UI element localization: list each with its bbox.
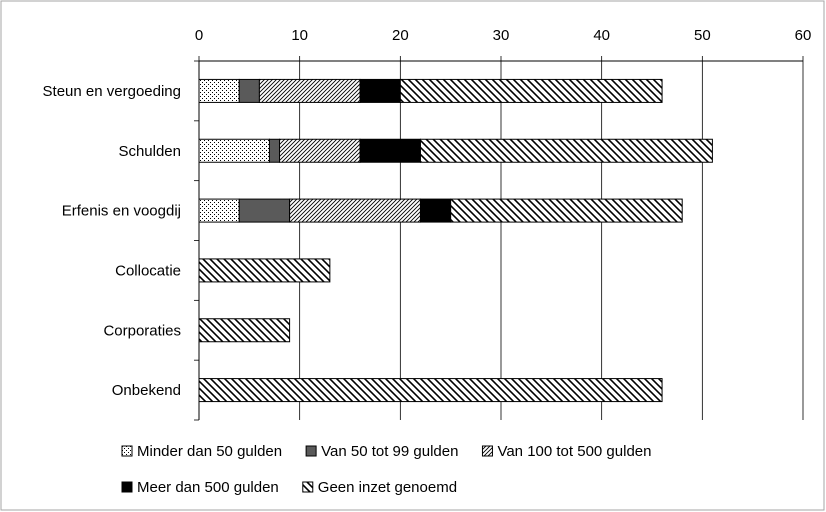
gridlines [299,61,804,420]
category-labels: Steun en vergoeding Schulden Erfenis en vo… [43,83,181,399]
bar-schulden-van-50-tot-99-gulden [268,138,281,163]
legend-swatch-minder-dan-50-gulden [121,445,133,457]
bar-collocatie-geen-inzet-genoemd [198,258,331,283]
legend-swatch-van-100-tot-500-gulden [481,445,493,457]
bar-corporaties-geen-inzet-genoemd [198,318,291,343]
legend-label-meer-dan-500-gulden: Meer dan 500 gulden [137,479,279,496]
bar-schulden-van-100-tot-500-gulden [279,138,361,163]
bar-onbekend-geen-inzet-genoemd [198,378,663,403]
x-tick-label-10: 10 [291,27,308,44]
bar-steun-en-vergoeding-van-50-tot-99-gulden [238,78,260,103]
category-label-steun-en-vergoeding: Steun en vergoeding [43,83,181,100]
x-tick-labels: 0 10 20 30 40 50 60 [195,27,812,44]
legend-swatch-van-50-tot-99-gulden [305,445,317,457]
category-label-schulden: Schulden [118,143,181,160]
bar-steun-en-vergoeding-meer-dan-500-gulden [359,78,401,103]
bars [198,78,713,403]
legend-swatch-geen-inzet-genoemd [302,481,314,493]
x-tick-label-40: 40 [593,27,610,44]
x-tick-label-30: 30 [493,27,510,44]
bar-steun-en-vergoeding-minder-dan-50-gulden [198,78,240,103]
bar-erfenis-en-voogdij-geen-inzet-genoemd [450,198,683,223]
legend-swatch-meer-dan-500-gulden [121,481,133,493]
bar-schulden-meer-dan-500-gulden [359,138,421,163]
axes [194,56,804,421]
legend-label-van-50-tot-99-gulden: Van 50 tot 99 gulden [321,443,458,460]
bar-erfenis-en-voogdij-van-100-tot-500-gulden [289,198,421,223]
bar-erfenis-en-voogdij-van-50-tot-99-gulden [238,198,291,223]
category-label-onbekend: Onbekend [112,382,181,399]
legend-label-van-100-tot-500-gulden: Van 100 tot 500 gulden [497,443,651,460]
bar-schulden-minder-dan-50-gulden [198,138,270,163]
category-label-erfenis-en-voogdij: Erfenis en voogdij [62,203,181,220]
category-label-corporaties: Corporaties [103,322,181,339]
x-tick-label-0: 0 [195,27,203,44]
bar-erfenis-en-voogdij-minder-dan-50-gulden [198,198,240,223]
category-label-collocatie: Collocatie [115,262,181,279]
bar-steun-en-vergoeding-van-100-tot-500-gulden [258,78,361,103]
bar-erfenis-en-voogdij-meer-dan-500-gulden [419,198,452,223]
legend: Minder dan 50 gulden Van 50 tot 99 gulden… [121,443,651,496]
bar-steun-en-vergoeding-geen-inzet-genoemd [399,78,663,103]
legend-label-minder-dan-50-gulden: Minder dan 50 gulden [137,443,282,460]
x-tick-label-20: 20 [392,27,409,44]
x-tick-label-60: 60 [795,27,812,44]
bar-schulden-geen-inzet-genoemd [419,138,713,163]
x-tick-label-50: 50 [694,27,711,44]
legend-label-geen-inzet-genoemd: Geen inzet genoemd [318,479,457,496]
